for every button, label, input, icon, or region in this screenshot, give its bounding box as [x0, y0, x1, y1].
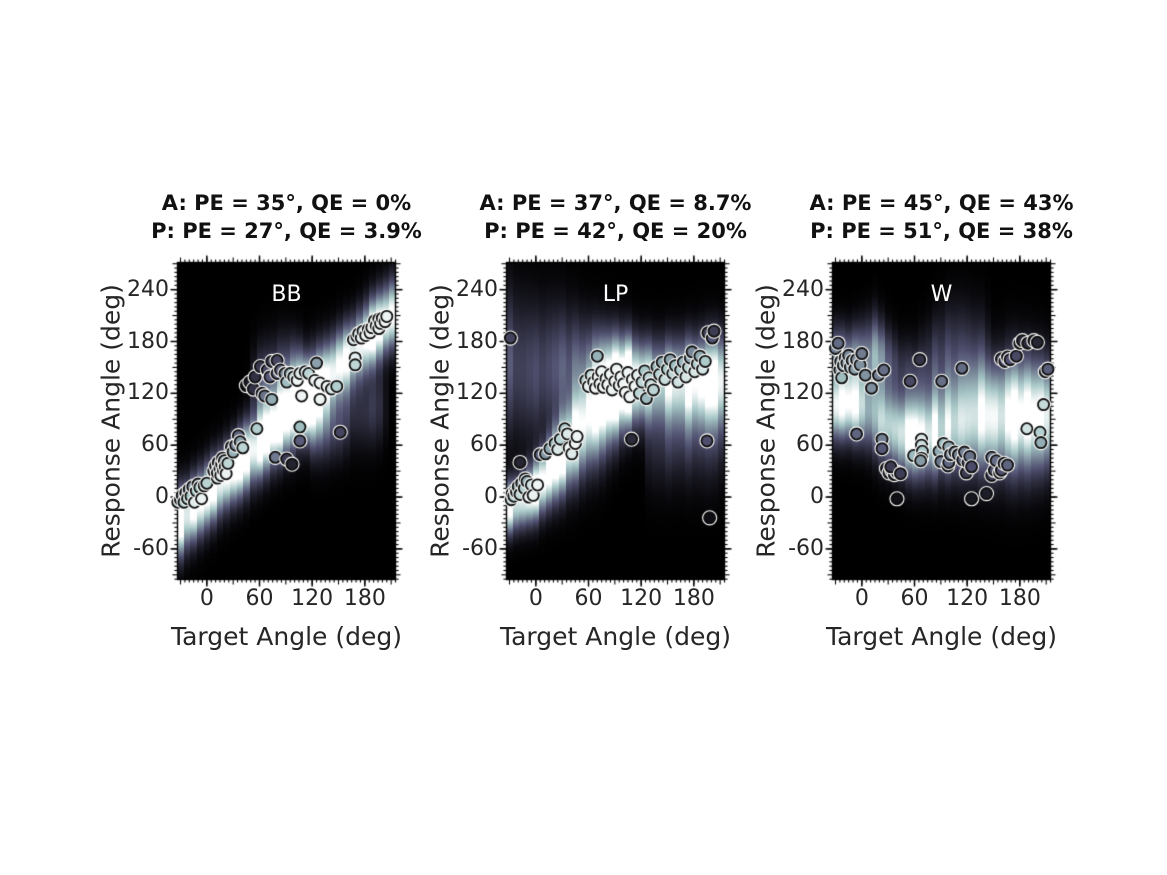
x-tick-label-LP-0: 0 — [528, 586, 543, 611]
y-tick-label-LP-240: 240 — [456, 276, 498, 302]
panel-BB-title-line-a: A: PE = 35°, QE = 0% — [161, 191, 412, 215]
x-tick-label-BB-0: 0 — [199, 586, 214, 611]
y-tick-label-LP-60: 60 — [470, 432, 498, 458]
y-tick-label-W--60: -60 — [788, 535, 824, 561]
y-axis-label-LP: Response Angle (deg) — [425, 284, 455, 558]
panel-LP-title-line-p: P: PE = 42°, QE = 20% — [484, 219, 747, 243]
y-axis-label-BB: Response Angle (deg) — [96, 284, 126, 558]
heatmap-canvas-LP — [492, 248, 739, 594]
x-tick-label-W-120: 120 — [946, 586, 989, 611]
x-tick-label-LP-180: 180 — [672, 586, 715, 611]
y-tick-label-LP-180: 180 — [456, 328, 498, 354]
x-tick-label-BB-120: 120 — [291, 586, 334, 611]
panel-label-W: W — [930, 282, 953, 307]
y-tick-label-W-0: 0 — [810, 484, 824, 510]
panel-label-LP: LP — [602, 282, 629, 307]
x-axis-label-LP: Target Angle (deg) — [499, 622, 731, 651]
x-axis-label-BB: Target Angle (deg) — [170, 622, 402, 651]
y-tick-label-BB--60: -60 — [133, 535, 169, 561]
y-tick-label-BB-180: 180 — [127, 328, 169, 354]
y-tick-label-W-240: 240 — [782, 276, 824, 302]
y-tick-label-W-120: 120 — [782, 380, 824, 406]
x-tick-label-W-180: 180 — [998, 586, 1041, 611]
x-tick-label-W-60: 60 — [900, 586, 929, 611]
x-tick-label-LP-120: 120 — [620, 586, 663, 611]
x-tick-label-BB-60: 60 — [245, 586, 274, 611]
panel-label-BB: BB — [271, 282, 302, 307]
heatmap-canvas-W — [818, 248, 1065, 594]
y-tick-label-BB-240: 240 — [127, 276, 169, 302]
panel-LP-title-line-a: A: PE = 37°, QE = 8.7% — [479, 191, 752, 215]
y-tick-label-BB-120: 120 — [127, 380, 169, 406]
y-tick-label-LP-120: 120 — [456, 380, 498, 406]
panel-BB-title-line-p: P: PE = 27°, QE = 3.9% — [151, 219, 422, 243]
y-tick-label-W-60: 60 — [796, 432, 824, 458]
y-tick-label-LP-0: 0 — [484, 484, 498, 510]
y-tick-label-W-180: 180 — [782, 328, 824, 354]
y-tick-label-BB-60: 60 — [141, 432, 169, 458]
y-tick-label-BB-0: 0 — [155, 484, 169, 510]
x-axis-label-W: Target Angle (deg) — [825, 622, 1057, 651]
panel-W-title-line-p: P: PE = 51°, QE = 38% — [810, 219, 1073, 243]
x-tick-label-LP-60: 60 — [574, 586, 603, 611]
y-tick-label-LP--60: -60 — [462, 535, 498, 561]
y-axis-label-W: Response Angle (deg) — [751, 284, 781, 558]
x-tick-label-W-0: 0 — [854, 586, 869, 611]
x-tick-label-BB-180: 180 — [343, 586, 386, 611]
panel-W-title-line-a: A: PE = 45°, QE = 43% — [809, 191, 1074, 215]
heatmap-canvas-BB — [163, 248, 410, 594]
